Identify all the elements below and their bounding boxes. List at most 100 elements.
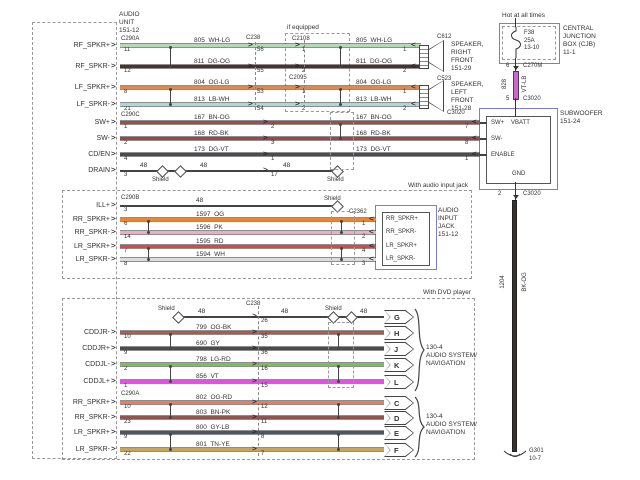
connector-arrow: > (111, 227, 116, 236)
twisted-pair-indicator (338, 335, 339, 348)
pin-number: 8 (261, 434, 265, 440)
pin-number: 2 (302, 106, 306, 112)
connector-arrow: < (411, 99, 416, 108)
connector-label-c3020-top: C3020 (523, 96, 541, 102)
subwoofer-enable-label: ENABLE (491, 152, 515, 158)
twisted-pair-indicator (169, 333, 172, 336)
circuit-label: 813 LB-WH (356, 96, 392, 103)
terminal-K: K (384, 358, 414, 372)
connector-arrow: < (411, 82, 416, 91)
connector-arrow: > (252, 444, 257, 453)
wire-798 (120, 363, 384, 366)
circuit-label: 801 TN-YE (196, 441, 230, 448)
shield-region (328, 322, 354, 388)
connector-label-c2108: C2108 (292, 36, 310, 42)
pin-number: 12 (124, 68, 131, 74)
circuit-label: 811 DG-OG (194, 58, 231, 65)
signal-label: RR_SPKR+ (72, 216, 110, 223)
connector-label-c3020-gnd: C3020 (523, 191, 541, 197)
pin-number: 3 (362, 261, 366, 267)
shield-label: Shield (158, 306, 175, 312)
circuit-label: 48 (198, 308, 206, 315)
wire-1596 (120, 231, 376, 234)
connector-arrow: > (111, 444, 116, 453)
signal-label: SW+ (94, 119, 110, 126)
wire-802 (120, 401, 384, 404)
brace-icon (414, 308, 426, 392)
signal-label: CDDJR- (83, 329, 110, 336)
pin-number: 1 (271, 156, 275, 162)
twisted-pair-indicator (170, 335, 171, 348)
connector-label-c2095: C2095 (289, 75, 307, 81)
connector-arrow: > (252, 427, 257, 436)
pin-number: 2 (271, 124, 275, 130)
signal-label: LR_SPKR- (75, 446, 110, 453)
twisted-pair-indicator (169, 88, 172, 91)
twisted-pair-indicator (169, 380, 172, 383)
connector-arrow: > (252, 343, 257, 352)
twisted-pair-indicator (340, 220, 343, 223)
pin-number: 4 (124, 156, 128, 162)
subwoofer-title: SUBWOOFER 151-24 (560, 110, 603, 126)
signal-label: DRAIN (88, 167, 110, 174)
twisted-pair-indicator (340, 125, 341, 138)
twisted-pair-indicator (170, 435, 171, 449)
pin-number: 17 (271, 172, 278, 178)
connector-line (258, 306, 259, 456)
terminal-letter: D (394, 413, 400, 423)
connector-arrow: > (111, 427, 116, 436)
twisted-pair-indicator (147, 231, 150, 234)
connector-arrow: > (111, 343, 116, 352)
connector-arrow: > (295, 61, 300, 70)
terminal-letter: L (394, 377, 399, 387)
pin-number: 16 (261, 366, 268, 372)
connector-arrow: > (111, 359, 116, 368)
arrow-down-icon (513, 66, 519, 70)
signal-label: CDDJR+ (82, 345, 110, 352)
twisted-pair-indicator (337, 403, 340, 406)
terminal-inner (385, 376, 413, 388)
wire-173 (120, 153, 480, 156)
pin-number: 11 (124, 47, 131, 53)
connector-label-c238-top: C238 (246, 35, 261, 41)
wire-804 (120, 86, 421, 89)
connector-arrow: > (111, 82, 116, 91)
speaker-icon (428, 40, 444, 72)
connector-arrow: > (263, 149, 268, 158)
terminal-inner (385, 327, 413, 339)
speaker-left-front-label: SPEAKER, LEFT FRONT 151-28 (451, 81, 484, 113)
terminal-C: C (384, 396, 414, 410)
pin-number: 10 (124, 334, 131, 340)
pin-number: 6 (124, 221, 128, 227)
connector-label-c290a-top: C290A (121, 36, 140, 42)
terminal-F: F (384, 443, 414, 457)
shield-label: Shield (324, 196, 341, 202)
pin-number: 9 (124, 350, 128, 356)
circuit-label: 48 (140, 162, 148, 169)
audio-input-jack-title: AUDIO INPUT JACK 151-12 (438, 207, 459, 239)
connector-arrow: > (263, 165, 268, 174)
twisted-pair-indicator (339, 88, 342, 91)
signal-label: RR_SPKR- (74, 414, 110, 421)
terminal-letter: H (394, 328, 400, 338)
signal-label: SW- (96, 135, 110, 142)
wire-799 (120, 331, 384, 334)
subwoofer-sw-plus-label: SW+ (491, 120, 505, 126)
wire-803 (120, 416, 384, 419)
terminal-E: E (384, 426, 414, 440)
pin-number: 7 (124, 248, 128, 254)
wire-168 (120, 137, 480, 140)
cjb-inner-dashed-box (502, 26, 556, 60)
jack-pin-label-rr-minus: RR_SPKR- (386, 229, 417, 235)
twisted-pair-indicator (338, 405, 339, 417)
pin-number: 53 (257, 89, 264, 95)
pin-number: 56 (257, 47, 264, 53)
circuit-label: 811 DG-OG (356, 58, 393, 65)
wire-690 (120, 347, 384, 350)
twisted-pair-indicator (339, 103, 342, 106)
circuit-label: 48 (283, 162, 291, 169)
pin-number: 3 (124, 207, 128, 213)
speaker-right-front-label: SPEAKER, RIGHT FRONT 151-29 (451, 41, 484, 73)
connector-arrow: > (111, 254, 116, 263)
wire-1204-bk-og (512, 200, 517, 452)
